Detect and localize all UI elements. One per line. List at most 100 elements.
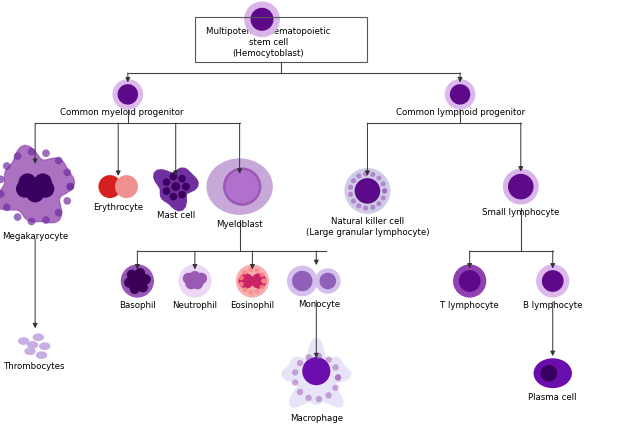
Ellipse shape <box>541 365 557 381</box>
Ellipse shape <box>206 158 273 215</box>
Ellipse shape <box>503 169 539 205</box>
Text: Thrombocytes: Thrombocytes <box>4 363 66 372</box>
Ellipse shape <box>63 169 71 176</box>
Ellipse shape <box>169 193 177 200</box>
Text: Monocyte: Monocyte <box>298 300 340 309</box>
Ellipse shape <box>376 201 381 206</box>
Ellipse shape <box>55 157 63 164</box>
Ellipse shape <box>357 173 362 178</box>
Ellipse shape <box>381 195 386 200</box>
Text: T lymphocyte: T lymphocyte <box>440 301 499 310</box>
Ellipse shape <box>163 187 171 195</box>
Ellipse shape <box>42 149 50 157</box>
Ellipse shape <box>536 264 569 298</box>
Ellipse shape <box>19 173 36 191</box>
Ellipse shape <box>178 191 186 199</box>
Ellipse shape <box>250 8 273 31</box>
Ellipse shape <box>192 278 203 289</box>
Ellipse shape <box>118 84 138 105</box>
Ellipse shape <box>363 171 368 176</box>
Ellipse shape <box>138 282 148 292</box>
Text: Common lymphoid progenitor: Common lymphoid progenitor <box>396 108 525 117</box>
Ellipse shape <box>325 392 332 399</box>
Ellipse shape <box>305 354 312 360</box>
Ellipse shape <box>239 282 244 287</box>
Ellipse shape <box>244 1 280 37</box>
Ellipse shape <box>121 264 154 298</box>
Ellipse shape <box>292 271 312 291</box>
Polygon shape <box>0 145 75 223</box>
Ellipse shape <box>112 79 143 110</box>
Ellipse shape <box>66 183 74 190</box>
Ellipse shape <box>376 175 381 181</box>
Ellipse shape <box>292 380 298 386</box>
Ellipse shape <box>348 185 353 190</box>
Ellipse shape <box>182 183 190 190</box>
Ellipse shape <box>236 264 269 298</box>
Text: Mast cell: Mast cell <box>157 211 195 220</box>
Ellipse shape <box>27 218 35 225</box>
Ellipse shape <box>163 178 171 186</box>
Ellipse shape <box>178 175 186 182</box>
Ellipse shape <box>534 358 572 388</box>
Ellipse shape <box>33 333 44 341</box>
Ellipse shape <box>316 353 322 359</box>
Ellipse shape <box>305 395 312 401</box>
Ellipse shape <box>332 384 339 391</box>
Text: Eosinophil: Eosinophil <box>230 301 275 310</box>
Ellipse shape <box>382 188 387 193</box>
Ellipse shape <box>26 184 44 202</box>
Ellipse shape <box>351 199 356 204</box>
Ellipse shape <box>356 203 361 208</box>
Ellipse shape <box>169 173 177 181</box>
Ellipse shape <box>26 178 44 196</box>
Ellipse shape <box>238 273 254 289</box>
Ellipse shape <box>171 182 180 191</box>
Ellipse shape <box>34 173 52 191</box>
Ellipse shape <box>27 341 38 349</box>
Ellipse shape <box>36 351 47 359</box>
Ellipse shape <box>115 175 138 198</box>
Ellipse shape <box>261 278 266 284</box>
Ellipse shape <box>248 290 253 295</box>
Ellipse shape <box>239 275 244 280</box>
Text: Macrophage: Macrophage <box>289 414 343 423</box>
Ellipse shape <box>251 273 266 289</box>
Ellipse shape <box>259 272 265 277</box>
Ellipse shape <box>344 168 390 214</box>
Ellipse shape <box>453 264 486 298</box>
Ellipse shape <box>24 347 36 355</box>
Ellipse shape <box>178 264 212 298</box>
Ellipse shape <box>183 273 194 284</box>
Polygon shape <box>282 338 351 407</box>
Ellipse shape <box>141 274 151 284</box>
Ellipse shape <box>297 360 304 366</box>
Ellipse shape <box>381 181 386 187</box>
Ellipse shape <box>292 369 298 375</box>
Ellipse shape <box>315 268 341 294</box>
Ellipse shape <box>297 389 304 395</box>
Ellipse shape <box>332 364 339 371</box>
Ellipse shape <box>351 178 356 183</box>
Text: Myeloblast: Myeloblast <box>217 220 263 229</box>
Text: Neutrophil: Neutrophil <box>173 301 217 310</box>
Text: B lymphocyte: B lymphocyte <box>523 301 583 310</box>
Ellipse shape <box>248 267 253 272</box>
Ellipse shape <box>382 188 387 193</box>
Ellipse shape <box>55 209 63 217</box>
Ellipse shape <box>254 268 259 273</box>
Ellipse shape <box>316 396 322 402</box>
Ellipse shape <box>36 180 54 198</box>
Text: Erythrocyte: Erythrocyte <box>93 203 143 212</box>
Ellipse shape <box>508 174 534 199</box>
Ellipse shape <box>287 266 318 296</box>
Text: Natural killer cell
(Large granular lymphocyte): Natural killer cell (Large granular lymp… <box>305 218 429 237</box>
Ellipse shape <box>335 375 341 381</box>
Text: Common myeloid progenitor: Common myeloid progenitor <box>59 108 183 117</box>
Text: Small lymphocyte: Small lymphocyte <box>482 208 560 217</box>
Ellipse shape <box>0 175 4 183</box>
Ellipse shape <box>66 183 74 190</box>
Ellipse shape <box>16 180 34 198</box>
Text: Megakaryocyte: Megakaryocyte <box>2 233 68 242</box>
Ellipse shape <box>445 79 475 110</box>
